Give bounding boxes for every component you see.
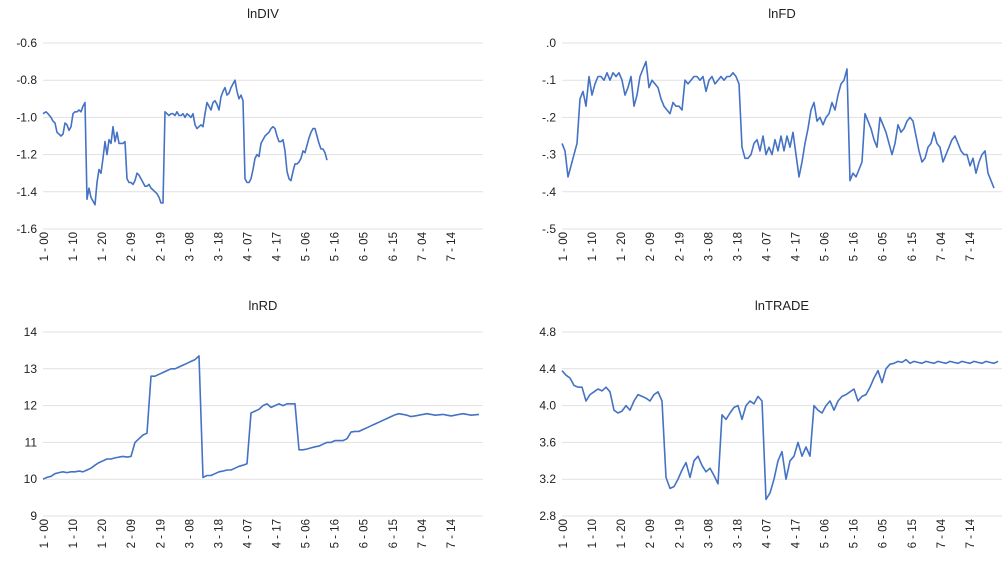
y-tick-label: 14 bbox=[24, 325, 38, 339]
chart-panel: lnDIV -0.6 -0.8 -1.0 -1.2 -1.4 -1.61 - 00 1 - 1… bbox=[16, 6, 483, 261]
x-tick-label: 7 - 14 bbox=[446, 518, 458, 548]
x-tick-label: 5 - 06 bbox=[301, 232, 313, 261]
x-tick-label: 2 - 09 bbox=[126, 232, 138, 261]
x-tick-label: 7 - 04 bbox=[417, 231, 429, 261]
x-tick-label: 3 - 18 bbox=[732, 519, 744, 548]
x-tick-label: 4 - 17 bbox=[791, 232, 803, 261]
x-tick-label: 5 - 06 bbox=[820, 519, 832, 548]
y-tick-label: 9 bbox=[30, 509, 37, 523]
x-tick-label: 1 - 00 bbox=[39, 232, 51, 261]
x-tick-label: 5 - 16 bbox=[849, 232, 861, 261]
y-tick-label: 3.2 bbox=[539, 472, 556, 486]
x-tick-label: 2 - 19 bbox=[674, 232, 686, 261]
x-tick-label: 5 - 06 bbox=[301, 519, 313, 548]
series-line bbox=[561, 358, 999, 501]
x-tick-label: 1 - 10 bbox=[68, 519, 80, 548]
x-tick-label: 4 - 07 bbox=[242, 232, 254, 261]
chart-title: lnRD bbox=[249, 298, 278, 313]
x-tick-label: 2 - 19 bbox=[674, 519, 686, 548]
x-tick-label: 1 - 00 bbox=[558, 232, 570, 261]
x-tick-label: 7 - 14 bbox=[965, 231, 977, 261]
x-tick-label: 3 - 18 bbox=[732, 232, 744, 261]
x-tick-label: 6 - 05 bbox=[878, 519, 890, 548]
y-tick-label: -.5 bbox=[542, 222, 556, 236]
y-tick-label: 4.0 bbox=[539, 399, 556, 413]
y-tick-label: -.2 bbox=[542, 110, 556, 124]
x-tick-label: 6 - 15 bbox=[388, 232, 400, 261]
chart-panel: lnFD .0 -.1 -.2 -.3 -.4 -.51 - 00 1 - 10 1 - 20 2… bbox=[542, 6, 1002, 261]
x-tick-label: 3 - 08 bbox=[703, 519, 715, 548]
y-tick-label: -.4 bbox=[542, 185, 556, 199]
y-tick-label: 4.4 bbox=[539, 362, 556, 376]
x-tick-label: 1 - 10 bbox=[587, 519, 599, 548]
y-tick-label: .0 bbox=[546, 36, 556, 50]
x-tick-label: 7 - 14 bbox=[446, 231, 458, 261]
chart-title: lnTRADE bbox=[755, 298, 810, 313]
x-tick-label: 4 - 07 bbox=[761, 232, 773, 261]
x-tick-label: 5 - 16 bbox=[330, 232, 342, 261]
x-tick-label: 7 - 14 bbox=[965, 518, 977, 548]
y-tick-label: 11 bbox=[25, 435, 38, 449]
x-tick-label: 6 - 15 bbox=[907, 519, 919, 548]
series-line bbox=[42, 355, 480, 480]
x-tick-label: 1 - 20 bbox=[616, 232, 628, 261]
x-tick-label: 2 - 09 bbox=[645, 232, 657, 261]
x-tick-label: 1 - 00 bbox=[558, 519, 570, 548]
x-tick-label: 6 - 15 bbox=[907, 232, 919, 261]
y-tick-label: 10 bbox=[24, 472, 38, 486]
x-tick-label: 1 - 20 bbox=[97, 519, 109, 548]
x-tick-label: 1 - 00 bbox=[39, 519, 51, 548]
y-tick-label: 3.6 bbox=[539, 435, 556, 449]
chart-title: lnFD bbox=[768, 6, 795, 21]
y-tick-label: 12 bbox=[24, 399, 38, 413]
chart-title: lnDIV bbox=[247, 6, 279, 21]
y-tick-label: -.1 bbox=[542, 73, 556, 87]
x-tick-label: 7 - 04 bbox=[936, 518, 948, 548]
y-tick-label: -0.6 bbox=[16, 36, 37, 50]
x-tick-label: 5 - 16 bbox=[849, 519, 861, 548]
y-tick-label: -1.0 bbox=[16, 110, 37, 124]
x-tick-label: 3 - 18 bbox=[213, 519, 225, 548]
x-tick-label: 6 - 15 bbox=[388, 519, 400, 548]
x-tick-label: 4 - 07 bbox=[242, 519, 254, 548]
x-tick-label: 2 - 09 bbox=[126, 519, 138, 548]
x-tick-label: 7 - 04 bbox=[936, 231, 948, 261]
y-tick-label: 4.8 bbox=[539, 325, 556, 339]
series-line bbox=[42, 79, 328, 206]
x-tick-label: 2 - 19 bbox=[155, 232, 167, 261]
x-tick-label: 1 - 20 bbox=[616, 519, 628, 548]
y-tick-label: -.3 bbox=[542, 148, 556, 162]
x-tick-label: 2 - 19 bbox=[155, 519, 167, 548]
x-tick-label: 4 - 17 bbox=[791, 519, 803, 548]
x-tick-label: 5 - 06 bbox=[820, 232, 832, 261]
x-tick-label: 1 - 10 bbox=[68, 232, 80, 261]
x-tick-label: 7 - 04 bbox=[417, 518, 429, 548]
chart-panel: lnRD 14 13 12 11 10 91 - 00 1 - 10 1 - 20 2 - 09 2… bbox=[24, 298, 483, 548]
x-tick-label: 3 - 08 bbox=[703, 232, 715, 261]
x-tick-label: 5 - 16 bbox=[330, 519, 342, 548]
x-tick-label: 3 - 18 bbox=[213, 232, 225, 261]
x-tick-label: 3 - 08 bbox=[184, 232, 196, 261]
x-tick-label: 6 - 05 bbox=[359, 519, 371, 548]
series-line bbox=[561, 60, 995, 189]
y-tick-label: -0.8 bbox=[16, 73, 37, 87]
x-tick-label: 6 - 05 bbox=[878, 232, 890, 261]
chart-panel: lnTRADE 4.8 4.4 4.0 3.6 3.2 2.81 - 00 1 - 10 1 -… bbox=[539, 298, 1002, 548]
x-tick-label: 6 - 05 bbox=[359, 232, 371, 261]
y-tick-label: -1.2 bbox=[16, 148, 37, 162]
y-tick-label: -1.4 bbox=[16, 185, 37, 199]
x-tick-label: 2 - 09 bbox=[645, 519, 657, 548]
x-tick-label: 4 - 07 bbox=[761, 519, 773, 548]
x-tick-label: 3 - 08 bbox=[184, 519, 196, 548]
x-tick-label: 1 - 20 bbox=[97, 232, 109, 261]
x-tick-label: 1 - 10 bbox=[587, 232, 599, 261]
x-tick-label: 4 - 17 bbox=[272, 519, 284, 548]
x-tick-label: 4 - 17 bbox=[272, 232, 284, 261]
y-tick-label: 13 bbox=[24, 362, 38, 376]
y-tick-label: -1.6 bbox=[16, 222, 37, 236]
y-tick-label: 2.8 bbox=[539, 509, 556, 523]
